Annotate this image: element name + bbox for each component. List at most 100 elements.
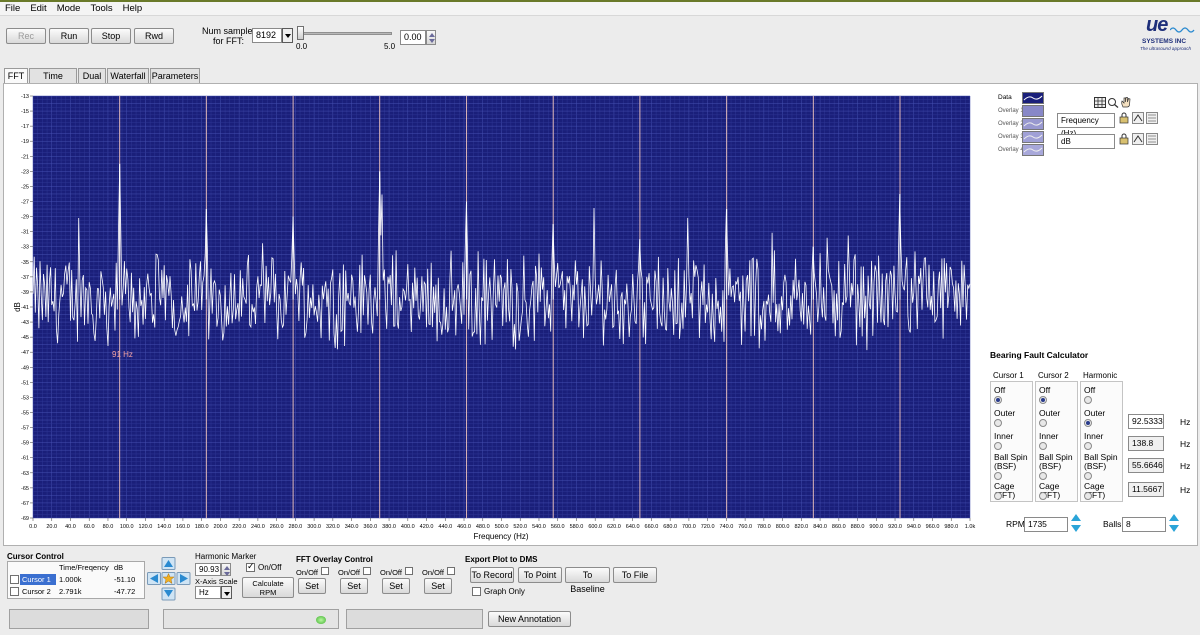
rpm-up-arrow-icon[interactable]	[1071, 514, 1081, 521]
cursor2-visible-checkbox[interactable]	[10, 587, 19, 596]
y-scale-name-field[interactable]: dB	[1057, 134, 1115, 149]
x-scale-autoscale-icon[interactable]	[1132, 112, 1144, 124]
overlay4-set-button[interactable]: Set	[424, 578, 452, 594]
y-scale-format-icon[interactable]	[1146, 133, 1158, 145]
rpm-field[interactable]: 1735	[1024, 517, 1068, 532]
menu-tools[interactable]: Tools	[90, 3, 113, 14]
to-record-button[interactable]: To Record	[470, 567, 514, 583]
x-axis-scale-dropdown[interactable]	[221, 586, 232, 599]
to-point-button[interactable]: To Point	[518, 567, 562, 583]
bearing-h-bsf-radio[interactable]	[1084, 472, 1092, 480]
new-annotation-button[interactable]: New Annotation	[488, 611, 571, 627]
bearing-c2-bsf-radio[interactable]	[1039, 472, 1047, 480]
tab-parameters[interactable]: Parameters	[150, 68, 200, 83]
tab-waterfall[interactable]: Waterfall	[107, 68, 149, 83]
offset-slider-track[interactable]	[298, 32, 392, 35]
overlay3-onoff-checkbox[interactable]	[405, 567, 413, 575]
overlay2-onoff-checkbox[interactable]	[363, 567, 371, 575]
bearing-h-cage-radio[interactable]	[1084, 492, 1092, 500]
num-samples-dropdown[interactable]	[282, 28, 293, 43]
y-tick-label: -51	[21, 380, 29, 386]
x-scale-format-icon[interactable]	[1146, 112, 1158, 124]
bearing-c2-inner-radio[interactable]	[1039, 442, 1047, 450]
legend-swatch-overlay-2[interactable]	[1022, 118, 1044, 130]
tab-fft[interactable]: FFT	[4, 68, 28, 84]
y-scale-lock-icon[interactable]	[1118, 133, 1130, 145]
harmonic-onoff-checkbox[interactable]	[246, 561, 255, 572]
rec-button[interactable]: Rec	[6, 28, 46, 44]
slider-value-field[interactable]: 0.00	[400, 30, 426, 45]
x-scale-lock-icon[interactable]	[1118, 112, 1130, 124]
x-axis-scale-field[interactable]: Hz	[195, 586, 221, 599]
bearing-c1-inner-radio[interactable]	[994, 442, 1002, 450]
y-tick-label: -19	[21, 139, 29, 145]
menu-help[interactable]: Help	[122, 3, 143, 14]
y-tick-label: -65	[21, 486, 29, 492]
legend-swatch-overlay-4[interactable]	[1022, 144, 1044, 156]
graph-only-checkbox[interactable]	[472, 587, 481, 596]
bearing-c2-off-radio[interactable]	[1039, 396, 1047, 404]
y-tick-label: -61	[21, 456, 29, 462]
bearing-c1-bsf-radio[interactable]	[994, 472, 1002, 480]
overlay4-onoff-checkbox[interactable]	[447, 567, 455, 575]
legend-swatch-overlay-3[interactable]	[1022, 131, 1044, 143]
y-scale-autoscale-icon[interactable]	[1132, 133, 1144, 145]
slider-value-spinner[interactable]	[426, 30, 436, 45]
zoom-tool-icon[interactable]	[1107, 97, 1119, 108]
cursor1-visible-checkbox[interactable]	[10, 575, 19, 584]
tab-dual[interactable]: Dual	[78, 68, 106, 83]
cursor-center-star-icon[interactable]	[162, 572, 175, 585]
x-tick-label: 340.0	[345, 524, 359, 530]
harmonic-marker-value[interactable]: 90.93	[195, 563, 221, 576]
x-tick-label: 640.0	[626, 524, 640, 530]
menu-mode[interactable]: Mode	[56, 3, 81, 14]
bearing-c1-off-radio[interactable]	[994, 396, 1002, 404]
overlay2-set-button[interactable]: Set	[340, 578, 368, 594]
harmonic-marker-spinner[interactable]	[221, 563, 231, 576]
num-samples-label-2: for FFT:	[213, 36, 244, 46]
menu-file[interactable]: File	[5, 3, 21, 14]
cursor-left-icon[interactable]	[150, 574, 158, 583]
overlay3-set-button[interactable]: Set	[382, 578, 410, 594]
x-scale-buttons	[1118, 112, 1160, 124]
balls-up-arrow-icon[interactable]	[1169, 514, 1179, 521]
run-button[interactable]: Run	[49, 28, 89, 44]
rwd-button[interactable]: Rwd	[134, 28, 174, 44]
menu-edit[interactable]: Edit	[30, 3, 47, 14]
cursor-up-icon[interactable]	[164, 560, 173, 567]
cursor2-name[interactable]: Cursor 2	[22, 587, 51, 596]
overlay1-onoff-checkbox[interactable]	[321, 567, 329, 575]
x-scale-name-field[interactable]: Frequency (Hz)	[1057, 113, 1115, 138]
overlay1-set-button[interactable]: Set	[298, 578, 326, 594]
bearing-c2-cage-radio[interactable]	[1039, 492, 1047, 500]
cursor-right-icon[interactable]	[180, 574, 188, 583]
tab-time-series[interactable]: Time Series	[29, 68, 77, 95]
bearing-value-bsf: 55.6646	[1128, 458, 1164, 473]
calculate-rpm-button[interactable]: Calculate RPM	[242, 577, 294, 598]
rpm-spinner[interactable]	[1070, 512, 1082, 534]
x-tick-label: 860.0	[832, 524, 846, 530]
bearing-c1-outer-radio[interactable]	[994, 419, 1002, 427]
bearing-c2-outer-radio[interactable]	[1039, 419, 1047, 427]
x-tick-label: 120.0	[139, 524, 153, 530]
cursor1-name[interactable]: Cursor 1	[20, 574, 56, 585]
to-baseline-button[interactable]: To Baseline	[565, 567, 610, 594]
to-file-button[interactable]: To File	[613, 567, 657, 583]
balls-field[interactable]: 8	[1122, 517, 1166, 532]
num-samples-field[interactable]: 8192	[252, 28, 282, 43]
legend-swatch-overlay-1[interactable]	[1022, 105, 1044, 117]
cursor-down-icon[interactable]	[164, 590, 173, 597]
bearing-h-inner-radio[interactable]	[1084, 442, 1092, 450]
zoom-grid-icon[interactable]	[1094, 97, 1106, 108]
rpm-down-arrow-icon[interactable]	[1071, 525, 1081, 532]
bearing-c1-cage-radio[interactable]	[994, 492, 1002, 500]
balls-spinner[interactable]	[1168, 512, 1180, 534]
bearing-h-off-radio[interactable]	[1084, 396, 1092, 404]
legend-swatch-data[interactable]	[1022, 92, 1044, 104]
pan-hand-icon[interactable]	[1120, 97, 1132, 108]
offset-slider-thumb[interactable]	[297, 26, 304, 40]
bearing-h-outer-radio[interactable]	[1084, 419, 1092, 427]
fft-chart[interactable]: 91 Hz -13-15-17-19-21-23-25-27-29-31-33-…	[0, 84, 985, 546]
balls-down-arrow-icon[interactable]	[1169, 525, 1179, 532]
stop-button[interactable]: Stop	[91, 28, 131, 44]
